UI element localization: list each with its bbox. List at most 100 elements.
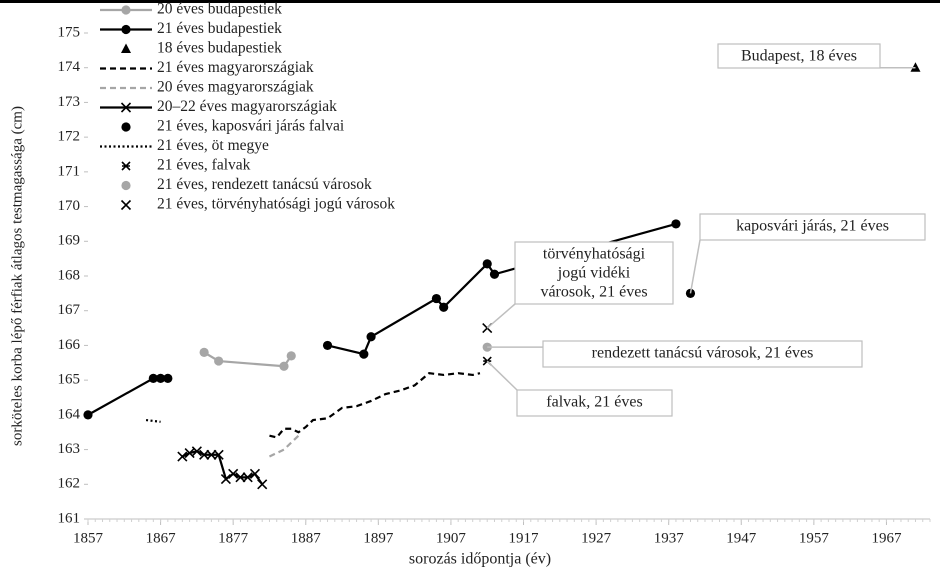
legend-label: 20 éves magyarországiak — [157, 79, 314, 96]
point — [214, 356, 224, 366]
y-tick-label: 171 — [58, 163, 81, 179]
legend-item: 21 éves, törvényhatósági jogú városok — [120, 196, 395, 213]
point — [148, 373, 158, 384]
legend-item: 21 éves, falvak — [121, 157, 251, 174]
callout-box — [516, 389, 673, 417]
legend-label: 20 éves budapestiek — [157, 1, 282, 18]
point — [121, 24, 131, 35]
callout-text: törvényhatósági — [543, 246, 646, 263]
x-tick-label: 1967 — [871, 530, 902, 546]
point — [482, 259, 492, 269]
y-tick-label: 162 — [58, 476, 81, 492]
y-tick-label: 166 — [58, 337, 81, 353]
x-tick-label: 1907 — [436, 530, 467, 546]
x-tick-label: 1887 — [291, 530, 322, 546]
legend-label: 21 éves magyarországiak — [157, 59, 314, 76]
legend-label: 21 éves, rendezett tanácsú városok — [157, 176, 372, 193]
point — [155, 373, 166, 384]
legend-item: 18 éves budapestiek — [121, 40, 282, 57]
point — [242, 472, 253, 483]
point — [439, 302, 449, 312]
legend-label: 21 éves, öt megye — [157, 137, 269, 154]
point — [366, 332, 376, 342]
point — [199, 347, 209, 357]
point — [121, 161, 131, 171]
point — [671, 219, 681, 229]
x-tick-label: 1897 — [363, 530, 394, 546]
point — [322, 340, 333, 351]
point — [228, 468, 239, 479]
legend-item: 20 éves magyarországiak — [100, 79, 314, 96]
x-tick-label: 1877 — [218, 530, 249, 546]
callout-text: rendezett tanácsú városok, 21 éves — [592, 345, 814, 362]
point — [235, 472, 246, 483]
legend-label: 21 éves, törvényhatósági jogú városok — [157, 196, 395, 213]
point — [279, 361, 289, 371]
callout-text: Budapest, 18 éves — [741, 48, 857, 65]
legend-item: 20 éves budapestiek — [100, 1, 282, 18]
y-tick-label: 170 — [58, 198, 81, 214]
point — [83, 410, 93, 420]
point — [121, 180, 131, 191]
series-line — [203, 351, 293, 368]
y-tick-label: 168 — [58, 267, 81, 283]
callout-box — [717, 43, 881, 69]
point — [191, 446, 202, 457]
point — [199, 449, 210, 460]
point — [249, 468, 261, 479]
point — [431, 293, 442, 304]
point — [206, 449, 217, 460]
point — [257, 479, 268, 490]
point — [489, 269, 500, 279]
y-tick-label: 174 — [58, 59, 81, 75]
legend-item: 21 éves, öt megye — [100, 137, 269, 154]
callout-text: falvak, 21 éves — [546, 394, 642, 411]
point — [121, 122, 131, 132]
callout-text: jogú vidéki — [557, 265, 631, 282]
y-tick-label: 161 — [58, 510, 81, 526]
callout-box — [699, 213, 926, 241]
x-tick-label: 1857 — [73, 530, 104, 546]
callout-leader — [689, 239, 701, 294]
point — [220, 474, 231, 485]
y-tick-label: 164 — [58, 406, 81, 422]
legend-label: 21 éves, kaposvári járás falvai — [157, 118, 345, 135]
legend-label: 21 éves budapestiek — [157, 20, 282, 37]
y-tick-label: 175 — [58, 24, 81, 40]
point — [286, 351, 296, 361]
legend-label: 20–22 éves magyarországiak — [157, 98, 337, 115]
legend-item: 21 éves magyarországiak — [100, 59, 314, 76]
legend-item: 21 éves, kaposvári járás falvai — [121, 118, 345, 135]
callout-box — [542, 340, 863, 368]
series-line — [145, 418, 161, 423]
x-tick-label: 1927 — [581, 530, 612, 546]
y-tick-label: 169 — [58, 233, 81, 249]
point — [177, 451, 188, 462]
point — [121, 43, 131, 53]
series-line — [268, 434, 300, 458]
y-tick-label: 163 — [58, 441, 81, 457]
y-tick-label: 165 — [58, 372, 81, 388]
x-tick-label: 1867 — [146, 530, 177, 546]
callout-text: kaposvári járás, 21 éves — [736, 218, 889, 235]
callout-leader — [486, 360, 518, 391]
callout-leader — [486, 303, 516, 329]
x-tick-label: 1937 — [654, 530, 685, 546]
point — [359, 349, 369, 359]
x-tick-label: 1957 — [799, 530, 830, 546]
legend-item: 21 éves budapestiek — [100, 20, 282, 37]
x-tick-label: 1947 — [726, 530, 757, 546]
point — [121, 5, 131, 15]
legend-item: 21 éves, rendezett tanácsú városok — [121, 176, 372, 193]
legend-label: 18 éves budapestiek — [157, 40, 282, 57]
y-axis-label: sorköteles korba lépő férfiak átlagos te… — [9, 106, 25, 446]
y-tick-label: 173 — [58, 94, 81, 110]
callout-text: városok, 21 éves — [540, 284, 647, 301]
y-tick-label: 167 — [58, 302, 81, 318]
series-line — [269, 372, 481, 439]
x-axis-label: sorozás időpontja (év) — [409, 551, 551, 568]
legend-label: 21 éves, falvak — [157, 157, 251, 174]
point — [213, 449, 224, 460]
legend-item: 20–22 éves magyarországiak — [100, 98, 337, 115]
